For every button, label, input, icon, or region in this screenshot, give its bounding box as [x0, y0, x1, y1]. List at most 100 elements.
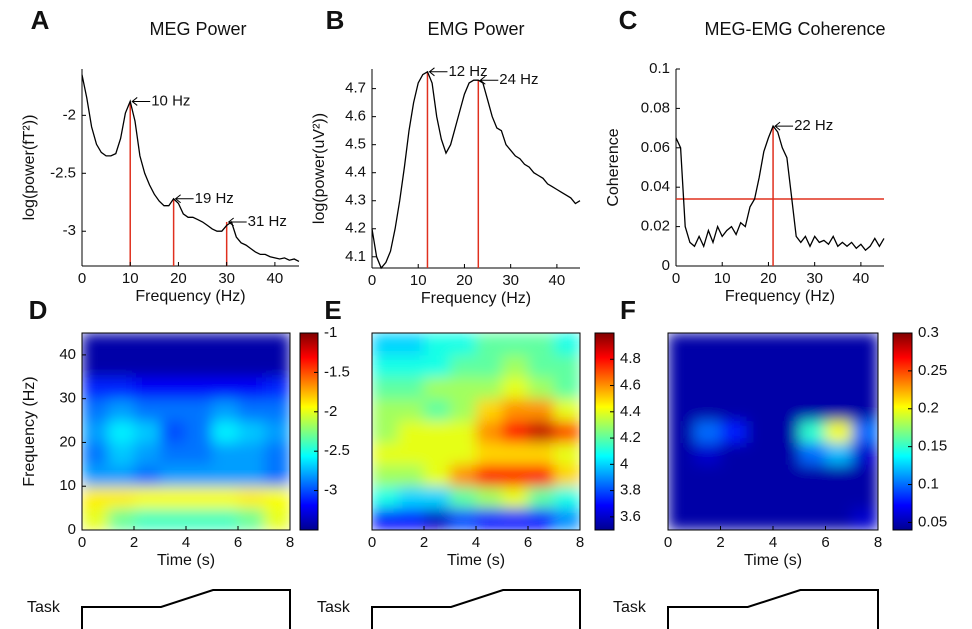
heatmap-cell — [160, 420, 187, 443]
heatmap-cell — [528, 333, 555, 356]
heatmap-cell — [450, 420, 477, 443]
x-tick-label: 2 — [420, 534, 428, 551]
heatmap-cell — [720, 354, 748, 378]
heatmap-cell — [82, 376, 109, 400]
heatmap-cell — [502, 354, 529, 378]
heatmap-cell — [476, 508, 503, 531]
heatmap-cell — [694, 333, 721, 356]
heatmap-cell — [668, 486, 695, 509]
heatmap-cell — [773, 354, 800, 378]
heatmap-cell — [528, 464, 555, 487]
y-tick-label: 4.1 — [345, 248, 366, 265]
colorbar-tick-label: 3.6 — [620, 508, 641, 525]
heatmap-cell — [851, 420, 879, 443]
heatmap-cell — [108, 486, 135, 509]
heatmap-cell — [476, 420, 503, 443]
heatmap-cell — [554, 420, 581, 443]
x-tick-label: 10 — [122, 270, 139, 287]
heatmap-cell — [450, 464, 477, 487]
x-tick-label: 0 — [672, 270, 680, 287]
heatmap-cell — [528, 420, 555, 443]
heatmap-cell — [502, 486, 529, 509]
panel-label: E — [324, 295, 341, 325]
heatmap-cell — [108, 464, 135, 487]
x-tick-label: 4 — [182, 534, 190, 551]
colorbar-tick-label: -3 — [324, 482, 337, 499]
heatmap-cell — [746, 464, 774, 487]
task-label: Task — [613, 599, 647, 616]
heatmap-cell — [160, 464, 187, 487]
colorbar-tick-label: 4.2 — [620, 429, 641, 446]
chart-title: EMG Power — [427, 19, 524, 39]
heatmap-cell — [160, 333, 187, 356]
heatmap-cell — [398, 420, 425, 443]
heatmap-cell — [186, 486, 213, 509]
heatmap-cell — [108, 508, 135, 531]
heatmap-cell — [134, 398, 161, 422]
heatmap-cell — [160, 486, 187, 509]
colorbar-tick-label: -2.5 — [324, 442, 350, 459]
heatmap-cell — [134, 464, 161, 487]
colorbar-tick-label: 0.2 — [918, 400, 939, 417]
heatmap-cell — [212, 354, 239, 378]
colorbar-tick-label: 4.4 — [620, 403, 641, 420]
x-axis-label: Time (s) — [744, 552, 802, 569]
task-trace — [81, 589, 291, 629]
heatmap-cell — [554, 354, 581, 378]
heatmap-cell — [372, 442, 399, 465]
heatmap-cell — [746, 376, 774, 400]
chart-title: MEG-EMG Coherence — [704, 19, 885, 39]
heatmap-cell — [424, 486, 451, 509]
peak-arrow — [774, 121, 794, 131]
heatmap-cell — [528, 442, 555, 465]
heatmap-cell — [450, 442, 477, 465]
heatmap-cell — [799, 354, 826, 378]
heatmap-cell — [528, 486, 555, 509]
heatmap-cell — [238, 354, 265, 378]
heatmap-cell — [398, 333, 425, 356]
heatmap-cell — [694, 508, 721, 531]
heatmap-cell — [134, 420, 161, 443]
colorbar-tick-label: 0.25 — [918, 362, 947, 379]
x-axis-label: Frequency (Hz) — [421, 290, 531, 307]
heatmap-cell — [502, 420, 529, 443]
heatmap-cell — [264, 464, 291, 487]
heatmap-cell — [668, 464, 695, 487]
heatmap-cell — [450, 398, 477, 422]
heatmap-cell — [398, 376, 425, 400]
y-tick-label: 10 — [59, 477, 76, 494]
y-tick-label: -3 — [63, 222, 76, 239]
x-tick-label: 6 — [234, 534, 242, 551]
heatmap-cell — [372, 376, 399, 400]
heatmap-cell — [450, 486, 477, 509]
heatmap-cell — [694, 398, 721, 422]
heatmap-cell — [694, 376, 721, 400]
heatmap-cell — [799, 486, 826, 509]
heatmap-cell — [554, 442, 581, 465]
heatmap-cell — [372, 398, 399, 422]
heatmap-cell — [851, 398, 879, 422]
heatmap-cell — [82, 398, 109, 422]
heatmap-cell — [476, 464, 503, 487]
heatmap-cell — [528, 376, 555, 400]
y-tick-label: 4.7 — [345, 80, 366, 97]
x-tick-label: 8 — [286, 534, 294, 551]
y-tick-label: 0.1 — [649, 60, 670, 77]
heatmap-cell — [773, 464, 800, 487]
heatmap-cell — [851, 376, 879, 400]
panel-label: D — [29, 295, 48, 325]
heatmap-cell — [799, 398, 826, 422]
y-tick-label: 0.04 — [641, 178, 670, 195]
heatmap-cell — [450, 376, 477, 400]
heatmap-cell — [160, 398, 187, 422]
heatmap-cell — [264, 508, 291, 531]
heatmap-cell — [694, 442, 721, 465]
heatmap-cell — [134, 486, 161, 509]
heatmap-cell — [825, 508, 853, 531]
y-tick-label: 4.6 — [345, 108, 366, 125]
heatmap-cell — [108, 420, 135, 443]
heatmap-cell — [82, 333, 109, 356]
heatmap-cell — [746, 442, 774, 465]
heatmap-cell — [424, 398, 451, 422]
x-tick-label: 8 — [576, 534, 584, 551]
